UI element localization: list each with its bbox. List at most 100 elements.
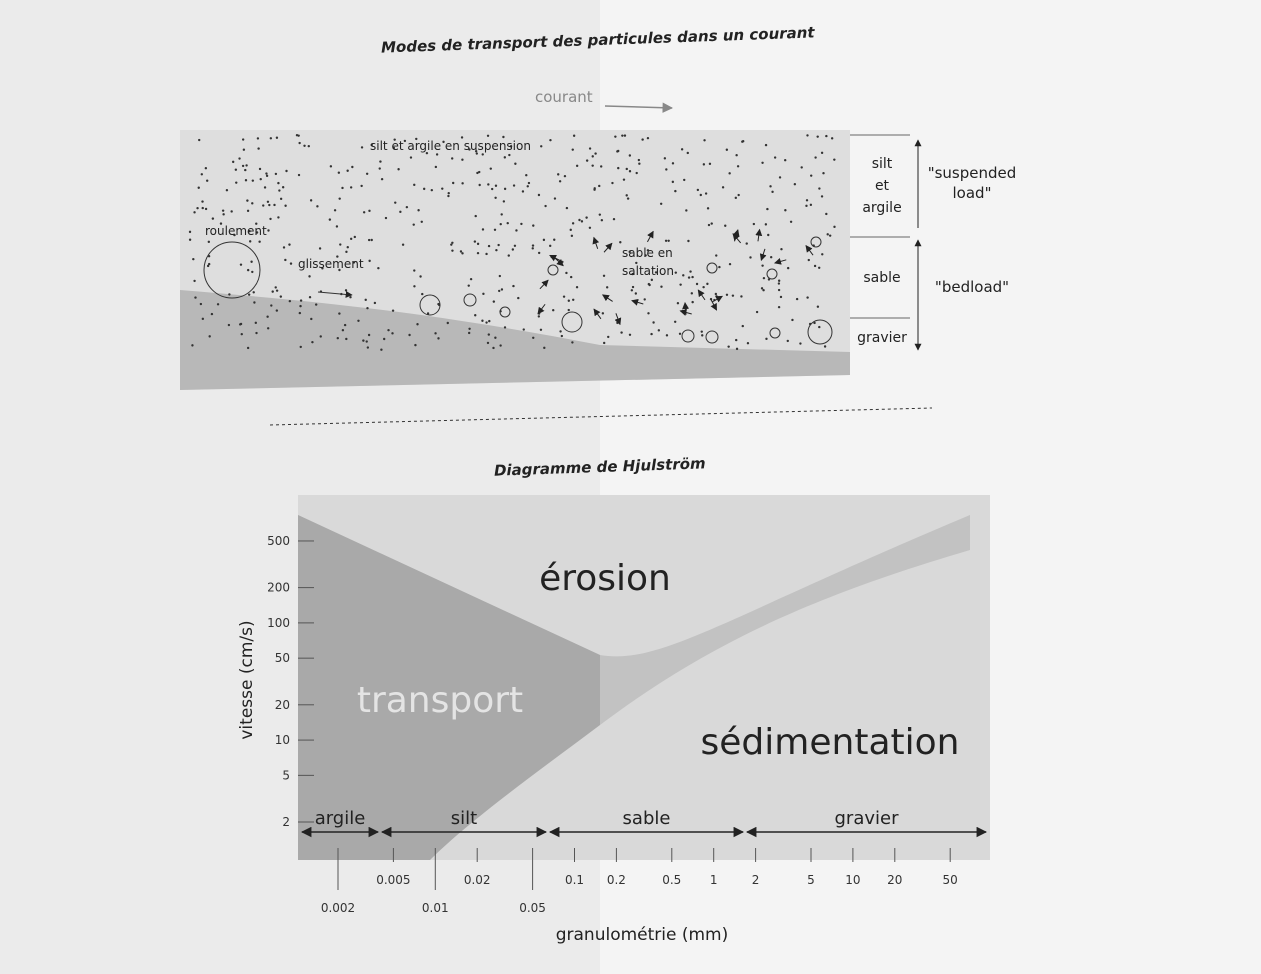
particle <box>769 185 771 187</box>
particle <box>627 197 629 199</box>
particle <box>629 334 631 336</box>
particle <box>344 324 346 326</box>
particle <box>253 291 255 293</box>
particle <box>833 226 835 228</box>
particle <box>532 224 534 226</box>
particle <box>514 245 516 247</box>
particle <box>740 295 742 297</box>
particle <box>774 156 776 158</box>
particle <box>196 207 198 209</box>
particle <box>741 140 743 142</box>
particle <box>538 315 540 317</box>
particle <box>711 222 713 224</box>
particle <box>275 173 277 175</box>
particle <box>276 309 278 311</box>
particle <box>544 205 546 207</box>
particle <box>475 215 477 217</box>
class-label: argile <box>315 808 366 829</box>
particle <box>337 337 339 339</box>
particle <box>482 228 484 230</box>
load-label: "suspended <box>928 164 1017 182</box>
particle <box>806 199 808 201</box>
rolling-label: roulement <box>205 224 267 238</box>
particle <box>647 312 649 314</box>
particle <box>715 295 717 297</box>
particle <box>413 184 415 186</box>
particle <box>361 146 363 148</box>
particle <box>289 300 291 302</box>
particle <box>495 185 497 187</box>
particle <box>818 187 820 189</box>
particle <box>255 322 257 324</box>
particle <box>205 167 207 169</box>
particle <box>200 303 202 305</box>
particle <box>482 293 484 295</box>
particle <box>338 197 340 199</box>
particle <box>561 261 563 263</box>
particle <box>540 329 542 331</box>
particle <box>507 222 509 224</box>
particle <box>330 165 332 167</box>
particle <box>667 240 669 242</box>
particle <box>787 340 789 342</box>
particle <box>726 294 728 296</box>
particle <box>247 269 249 271</box>
particle <box>623 178 625 180</box>
particle <box>309 296 311 298</box>
particle <box>829 234 831 236</box>
particle <box>814 265 816 267</box>
particle <box>528 182 530 184</box>
particle <box>193 211 195 213</box>
particle <box>481 320 483 322</box>
particle <box>273 204 275 206</box>
particle <box>487 183 489 185</box>
particle <box>264 186 266 188</box>
particle <box>391 332 393 334</box>
particle <box>780 296 782 298</box>
particle <box>272 290 274 292</box>
particle <box>413 223 415 225</box>
particle <box>310 318 312 320</box>
particle <box>387 329 389 331</box>
particle <box>310 199 312 201</box>
particle <box>732 294 734 296</box>
particle <box>817 306 819 308</box>
particle <box>208 335 210 337</box>
y-tick-label: 2 <box>282 815 290 829</box>
particle <box>268 204 270 206</box>
particle <box>571 341 573 343</box>
particle <box>780 248 782 250</box>
particle <box>821 152 823 154</box>
particle <box>282 186 284 188</box>
particle <box>246 199 248 201</box>
particle <box>497 244 499 246</box>
particle <box>230 210 232 212</box>
particle <box>269 218 271 220</box>
particle <box>417 209 419 211</box>
particle <box>611 182 613 184</box>
particle <box>672 162 674 164</box>
particle <box>543 347 545 349</box>
particle <box>736 348 738 350</box>
particle <box>691 292 693 294</box>
particle <box>368 334 370 336</box>
particle <box>559 330 561 332</box>
particle <box>554 197 556 199</box>
particle <box>490 167 492 169</box>
particle <box>737 194 739 196</box>
particle <box>201 173 203 175</box>
particle <box>498 290 500 292</box>
particle <box>277 182 279 184</box>
particle <box>500 213 502 215</box>
particle <box>619 241 621 243</box>
particle <box>360 185 362 187</box>
particle <box>784 159 786 161</box>
particle <box>308 145 310 147</box>
particle <box>513 184 515 186</box>
particle <box>285 170 287 172</box>
particle <box>345 251 347 253</box>
particle <box>572 299 574 301</box>
class-label: gravier <box>835 808 900 829</box>
particle <box>681 148 683 150</box>
suspension-label: silt et argile en suspension <box>370 139 531 153</box>
